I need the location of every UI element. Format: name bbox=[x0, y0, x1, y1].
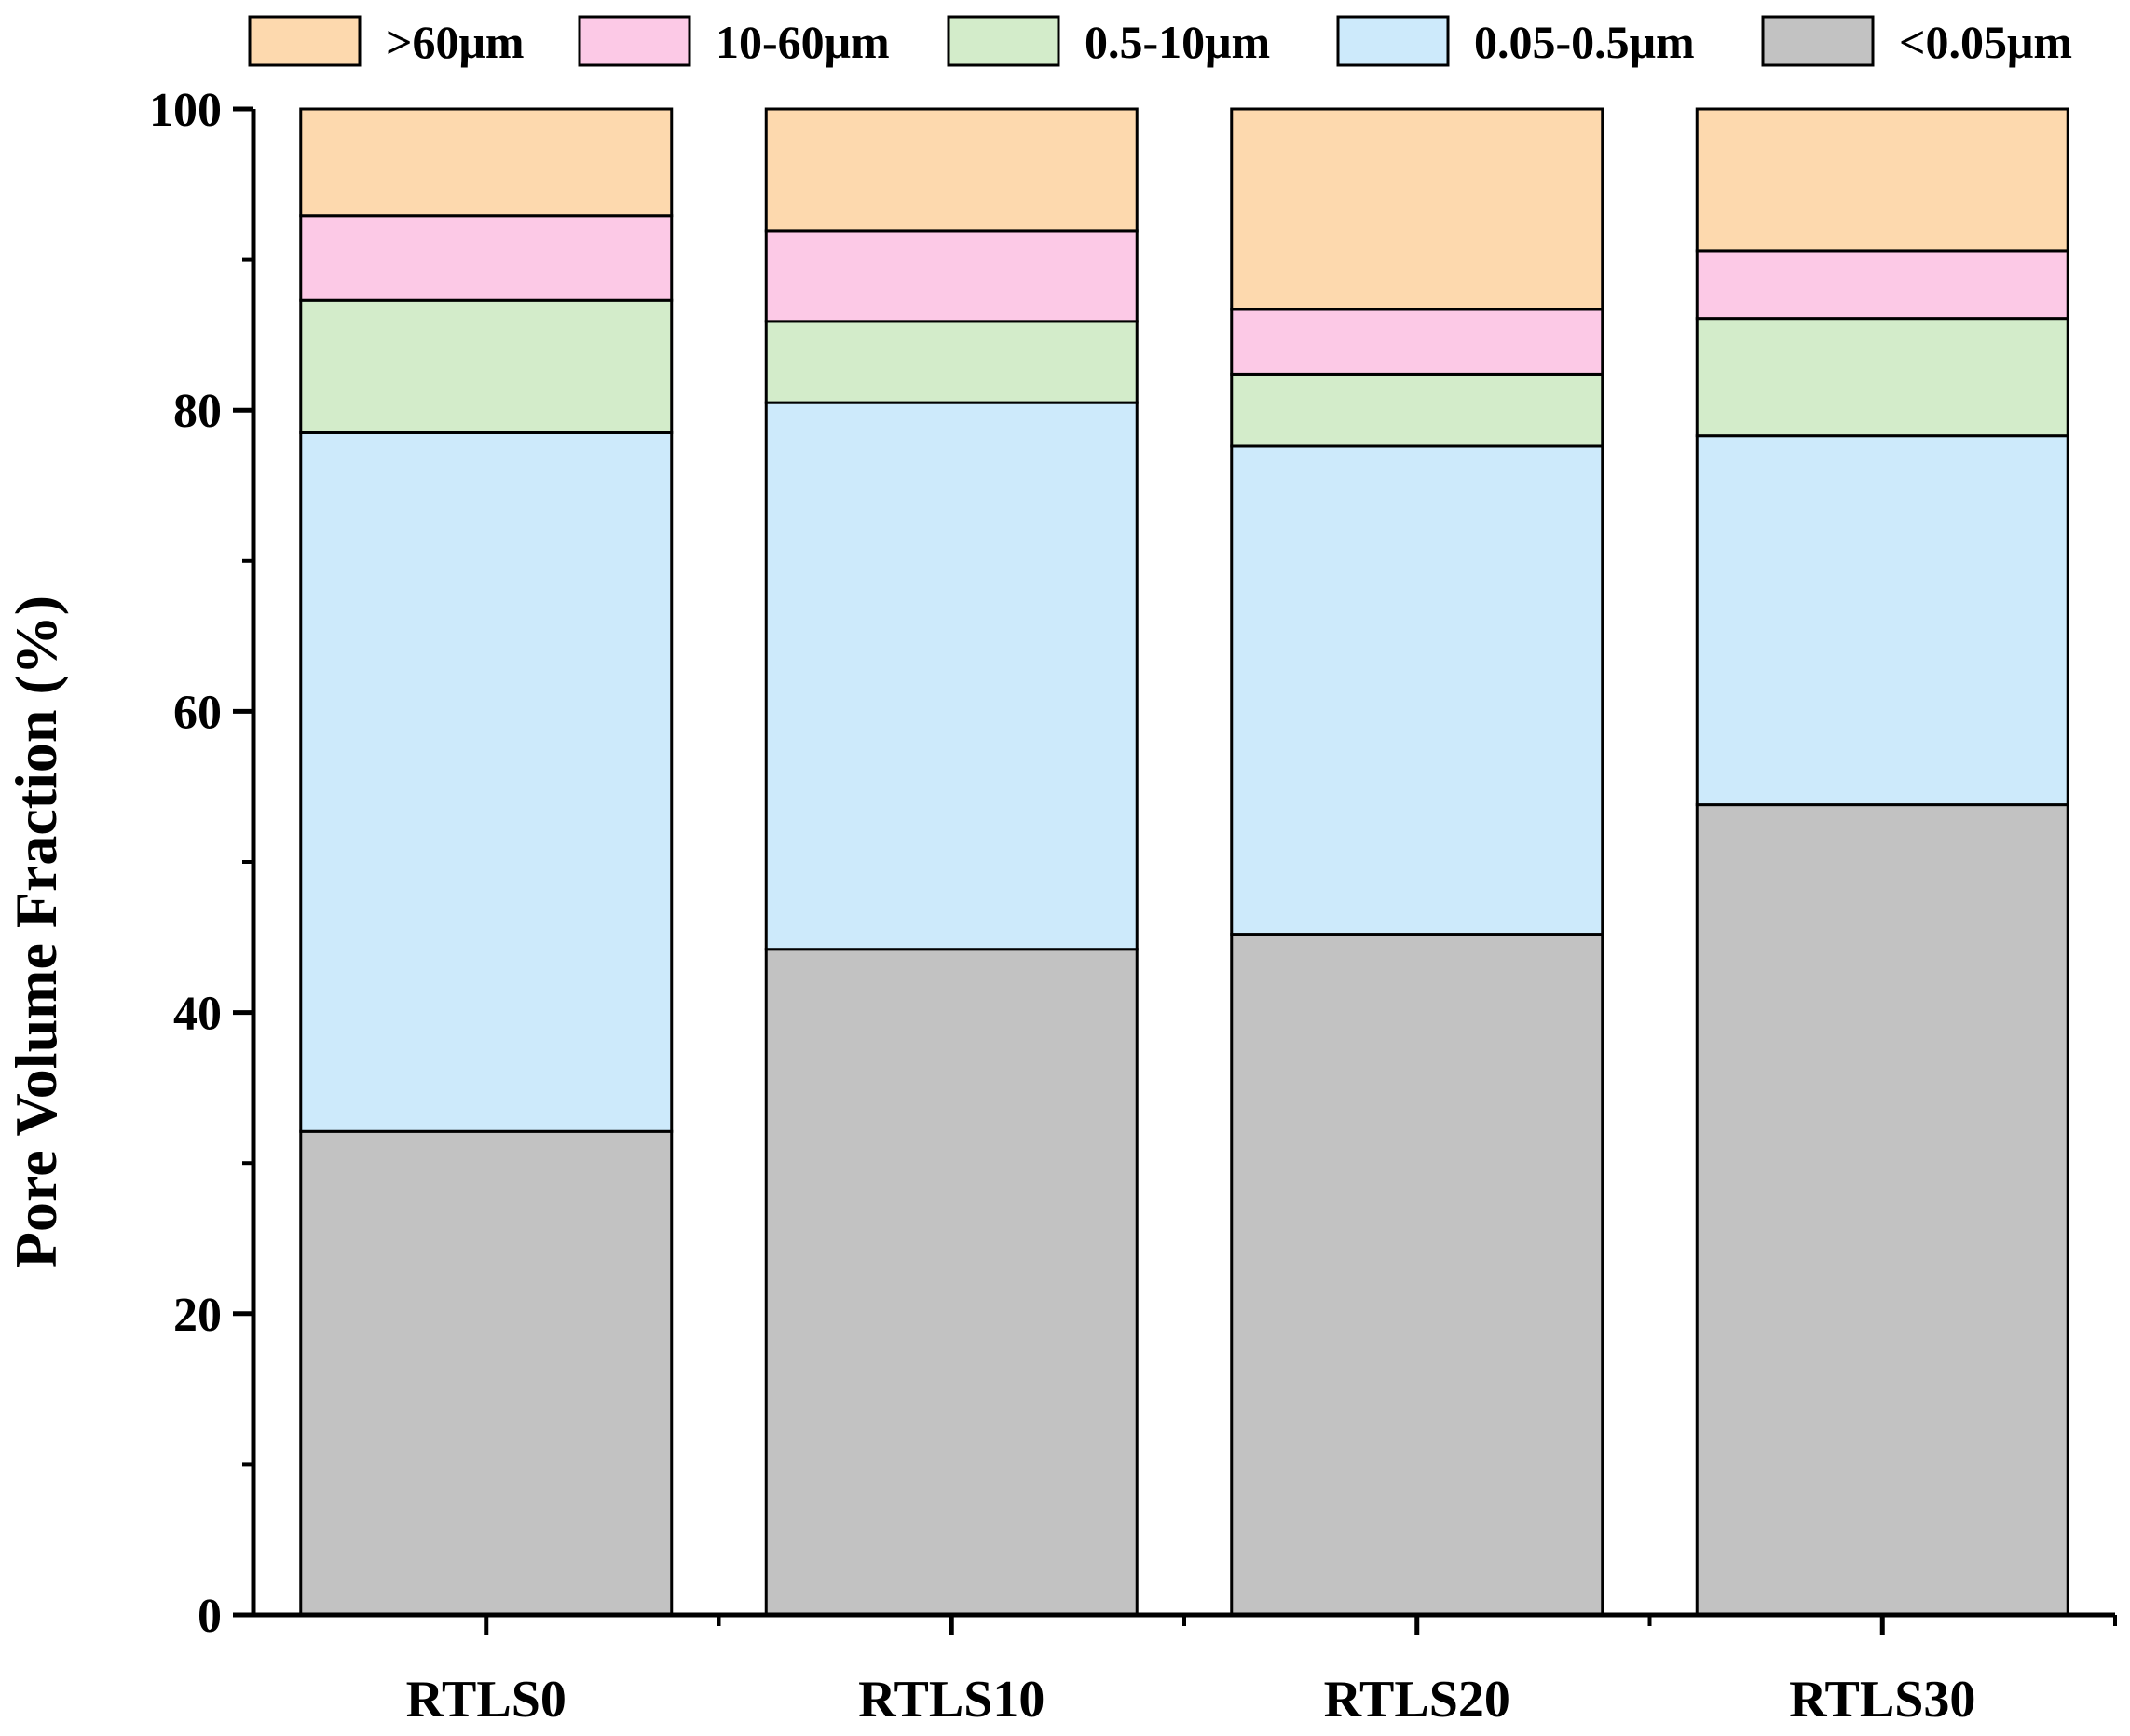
legend-label: <0.05μm bbox=[1899, 16, 2072, 68]
bar-rtls0-series-2 bbox=[299, 298, 674, 434]
bars bbox=[299, 107, 2069, 1617]
legend-swatch bbox=[1336, 15, 1450, 67]
y-tick-label: 60 bbox=[173, 686, 222, 739]
y-tick-label: 0 bbox=[198, 1590, 222, 1643]
bar-rtls0-series-1 bbox=[299, 431, 674, 1133]
x-tick-label: RTLS30 bbox=[1789, 1671, 1975, 1729]
bar-rtls30-series-0 bbox=[1695, 803, 2069, 1617]
y-tick-label: 40 bbox=[173, 988, 222, 1041]
legend-swatch bbox=[578, 15, 691, 67]
legend-label: 0.5-10μm bbox=[1085, 16, 1270, 68]
x-tick-label: RTLS0 bbox=[406, 1671, 567, 1729]
bar-rtls20-series-0 bbox=[1230, 933, 1604, 1617]
x-tick-label: RTLS10 bbox=[858, 1671, 1045, 1729]
legend-swatch bbox=[248, 15, 362, 67]
y-tick-label: 100 bbox=[149, 84, 222, 137]
legend-swatch bbox=[947, 15, 1060, 67]
x-tick-label: RTLS20 bbox=[1324, 1671, 1510, 1729]
bar-rtls10-series-0 bbox=[764, 948, 1139, 1617]
bar-rtls10-series-3 bbox=[764, 229, 1139, 323]
y-tick-label: 80 bbox=[173, 385, 222, 438]
legend: >60μm 10-60μm 0.5-10μm 0.05-0.5μm <0.05μm bbox=[248, 15, 2072, 68]
legend-swatch bbox=[1761, 15, 1875, 67]
bar-rtls0-series-4 bbox=[299, 107, 674, 218]
bar-rtls30-series-2 bbox=[1695, 317, 2069, 438]
y-tick-label: 20 bbox=[173, 1289, 222, 1342]
legend-label: 0.05-0.5μm bbox=[1474, 16, 1695, 68]
bar-rtls10-series-4 bbox=[764, 107, 1139, 233]
bar-rtls10-series-1 bbox=[764, 401, 1139, 951]
legend-label: 10-60μm bbox=[716, 16, 890, 68]
y-axis-title: Pore Volume Fraction (%) bbox=[3, 595, 69, 1268]
bar-rtls30-series-1 bbox=[1695, 434, 2069, 807]
bar-rtls30-series-3 bbox=[1695, 249, 2069, 321]
bar-rtls20-series-1 bbox=[1230, 444, 1604, 936]
bar-rtls0-series-3 bbox=[299, 214, 674, 302]
bar-rtls10-series-2 bbox=[764, 320, 1139, 404]
bar-rtls20-series-3 bbox=[1230, 308, 1604, 376]
bar-rtls20-series-4 bbox=[1230, 107, 1604, 311]
bar-rtls30-series-4 bbox=[1695, 107, 2069, 253]
axes: RTLS0 RTLS10 RTLS20 RTLS30 0 20 40 60 80 100 bbox=[149, 84, 2117, 1729]
bar-rtls20-series-2 bbox=[1230, 372, 1604, 448]
bar-rtls0-series-0 bbox=[299, 1129, 674, 1617]
legend-label: >60μm bbox=[386, 16, 525, 68]
